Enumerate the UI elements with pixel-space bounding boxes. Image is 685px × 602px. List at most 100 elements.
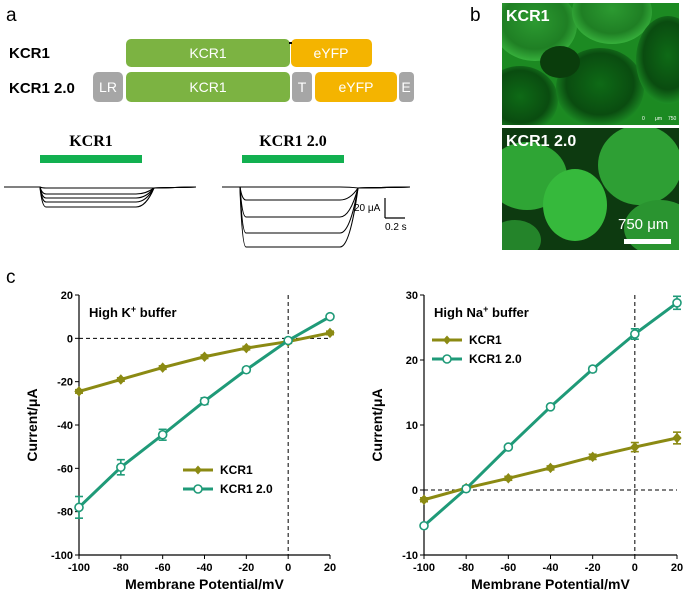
data-point	[241, 364, 252, 375]
data-point	[74, 386, 84, 397]
data-point	[545, 401, 556, 412]
kcr1-2-opsin-text: KCR1	[189, 79, 227, 95]
data-point	[630, 329, 640, 339]
scale-current-label: 20 μA	[354, 203, 381, 214]
data-point	[157, 362, 168, 373]
data-point	[672, 432, 682, 444]
y-tick-label: -40	[57, 420, 73, 432]
tiny-scale-value: 750	[668, 116, 677, 122]
x-tick-label: 20	[671, 562, 683, 574]
data-point	[283, 335, 293, 346]
scale-time-label: 0.2 s	[385, 222, 407, 233]
chart-legend: KCR1 KCR1 2.0	[183, 463, 273, 496]
current-trace	[222, 186, 411, 234]
legend-label: KCR1	[220, 463, 253, 477]
current-trace	[222, 186, 411, 201]
y-tick-label: -80	[57, 507, 73, 519]
t-segment	[292, 72, 312, 102]
legend-marker	[194, 465, 202, 475]
current-trace	[4, 186, 197, 199]
kcr1-2-opsin-segment	[126, 72, 290, 102]
legend-label: KCR1 2.0	[469, 352, 522, 366]
lr-text: LR	[99, 79, 117, 95]
e-segment	[399, 72, 414, 102]
y-tick-label: 0	[412, 485, 418, 497]
x-tick-label: 20	[324, 562, 336, 574]
x-tick-label: -40	[543, 562, 559, 574]
data-point	[419, 494, 429, 506]
legend-marker	[443, 335, 451, 345]
construct-label-kcr1-2: KCR1 2.0	[9, 80, 75, 97]
data-point	[199, 351, 210, 363]
x-tick-label: -20	[585, 562, 601, 574]
data-point	[199, 396, 210, 406]
construct-label-kcr1: KCR1	[9, 45, 50, 62]
buffer-label: High Na+ buffer	[434, 304, 529, 320]
x-tick-label: -100	[68, 562, 90, 574]
current-traces-kcr1-2	[222, 186, 411, 248]
kcr1-eyfp-text: eYFP	[313, 45, 348, 61]
current-trace	[222, 186, 411, 248]
data-point	[503, 442, 514, 452]
construct-kcr1-2-diagram: LR KCR1 T eYFP E	[93, 72, 414, 102]
micrograph-kcr1-2: KCR1 2.0 750 μm	[502, 128, 679, 250]
micrograph-kcr1: KCR1 0 μm 750	[502, 3, 679, 125]
x-axis-title: Membrane Potential/mV	[471, 576, 630, 592]
legend-label: KCR1	[469, 333, 502, 347]
legend-marker	[442, 354, 452, 364]
data-point	[587, 451, 598, 463]
x-tick-label: -40	[197, 562, 213, 574]
data-point	[116, 462, 126, 473]
legend-label: KCR1 2.0	[220, 482, 273, 496]
panel-letter-a: a	[6, 5, 17, 26]
data-point	[325, 311, 335, 322]
lr-segment	[93, 72, 123, 102]
y-tick-label: -100	[51, 550, 73, 562]
y-axis-title: Current/μA	[369, 388, 385, 461]
x-tick-label: -20	[238, 562, 254, 574]
t-text: T	[298, 79, 307, 95]
data-point	[419, 520, 429, 531]
data-point	[74, 502, 84, 513]
x-tick-label: 0	[632, 562, 638, 574]
kcr1-2-eyfp-segment	[315, 72, 397, 102]
data-point	[157, 429, 168, 440]
panel-letter-c: c	[6, 267, 16, 288]
data-point	[672, 297, 682, 308]
y-tick-label: -60	[57, 463, 73, 475]
y-tick-label: 20	[406, 355, 418, 367]
buffer-label: High K+ buffer	[89, 304, 177, 320]
current-trace	[222, 186, 411, 218]
legend-marker	[193, 484, 203, 494]
e-text: E	[401, 79, 410, 95]
x-tick-label: -60	[500, 562, 516, 574]
y-axis-title: Current/μA	[24, 388, 40, 461]
x-axis-title: Membrane Potential/mV	[125, 576, 284, 592]
data-point	[116, 374, 126, 385]
data-point	[325, 327, 335, 339]
trace-title-kcr1-2: KCR1 2.0	[259, 133, 327, 150]
panel-letter-b: b	[470, 5, 481, 26]
current-trace	[4, 186, 197, 189]
y-tick-label: 0	[67, 333, 73, 345]
data-point	[241, 342, 252, 354]
data-point	[587, 364, 598, 374]
chart-legend: KCR1 KCR1 2.0	[432, 333, 522, 366]
kcr1-opsin-segment	[126, 39, 290, 67]
y-tick-label: 30	[406, 290, 418, 302]
y-tick-label: -20	[57, 377, 73, 389]
current-trace	[4, 186, 197, 208]
data-point	[630, 441, 640, 453]
micrograph-label-kcr1: KCR1	[506, 8, 550, 25]
construct-kcr1-diagram: KCR1 eYFP	[126, 39, 372, 67]
tiny-scale-unit: μm	[655, 116, 662, 122]
iv-chart-high-k: -100 -80 -60 -40 -20 0 20 -100 -80 -60 -40 -20 0 20 Me…	[24, 290, 336, 592]
x-tick-label: 0	[285, 562, 291, 574]
x-tick-label: -100	[413, 562, 435, 574]
trace-title-kcr1: KCR1	[69, 133, 113, 150]
trace-scale-bar: 20 μA 0.2 s	[354, 198, 407, 233]
light-bar-kcr1-2	[242, 155, 344, 163]
x-tick-label: -80	[113, 562, 129, 574]
